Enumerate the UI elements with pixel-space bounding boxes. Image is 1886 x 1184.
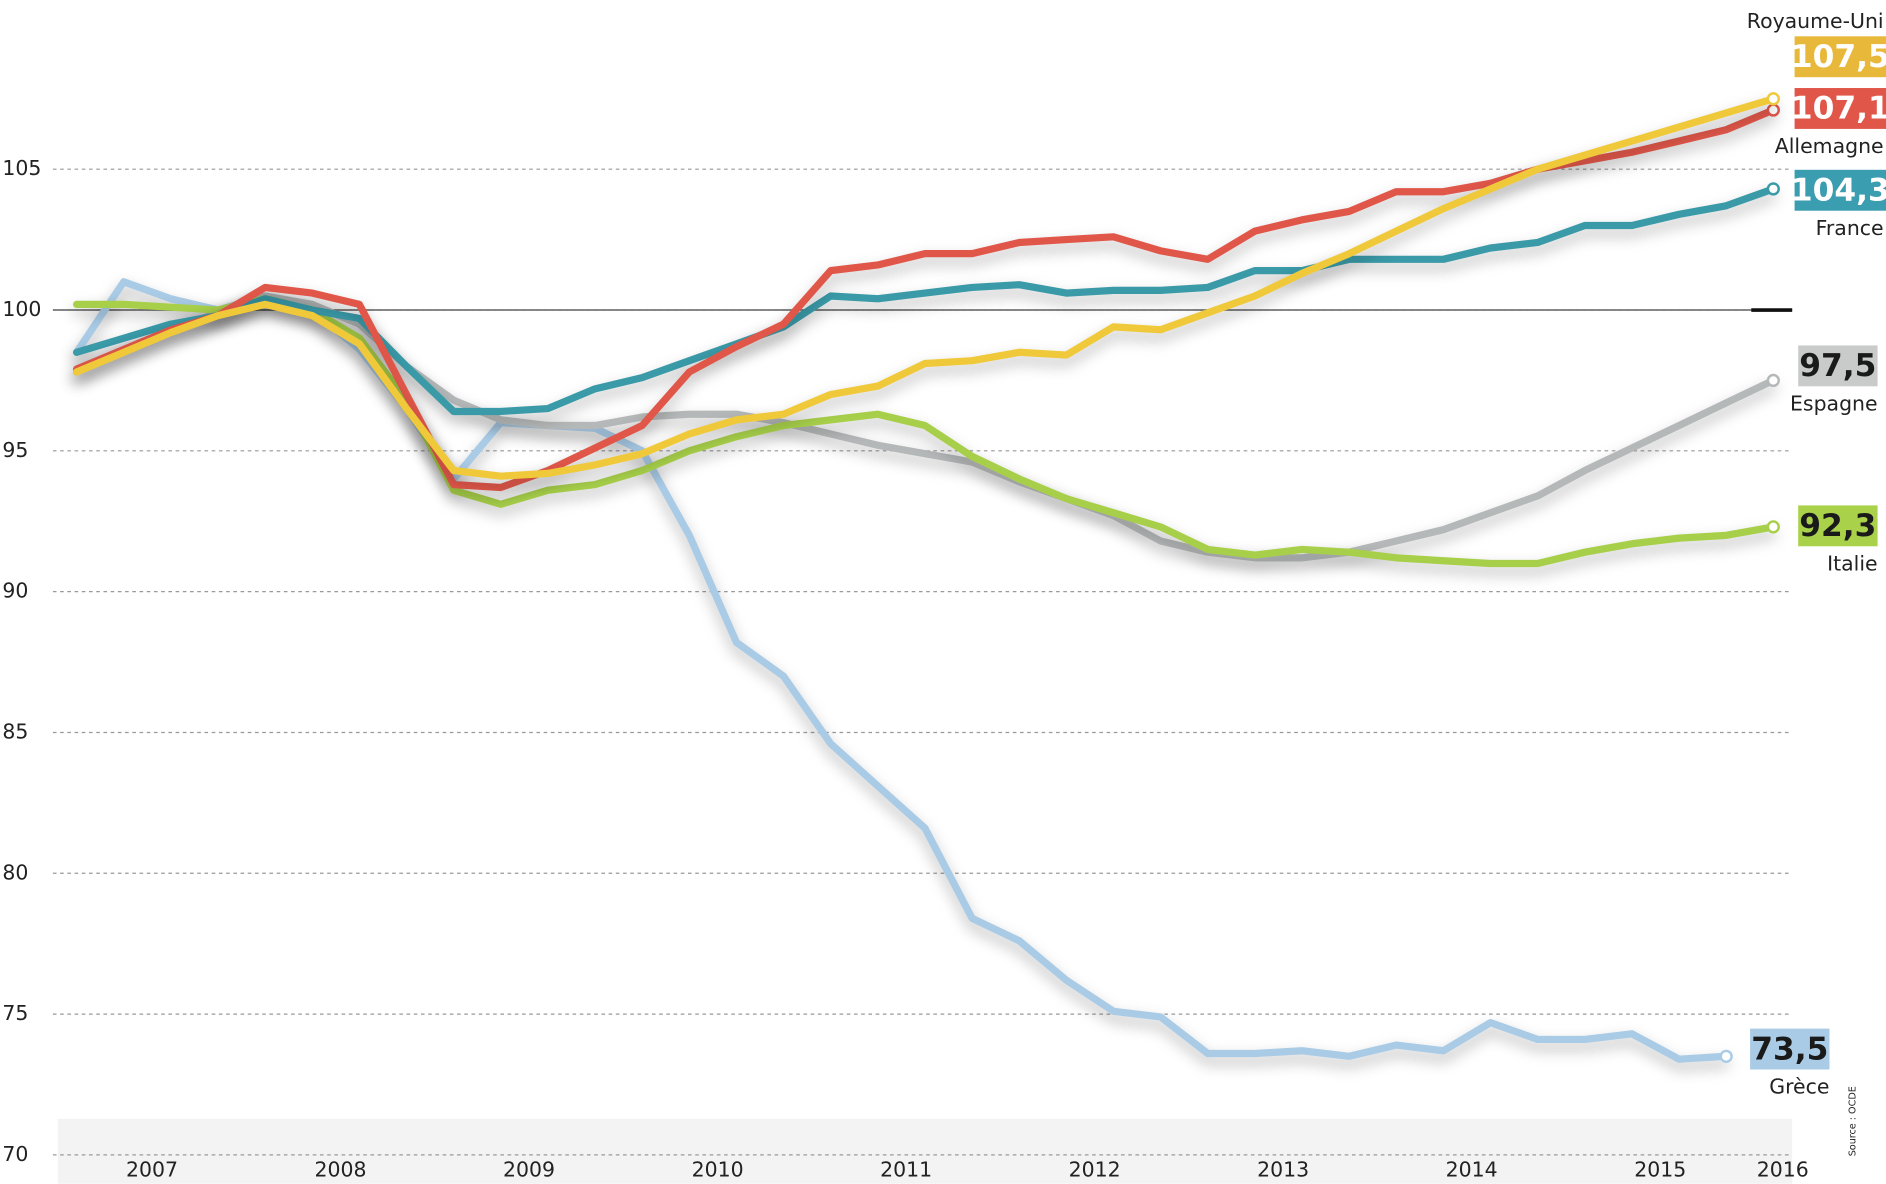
series-line (73, 106, 1777, 492)
value-label: 104,3 (1791, 172, 1886, 208)
end-marker (1766, 103, 1780, 117)
value-label-box (1794, 88, 1886, 129)
value-label: 73,5 (1751, 1031, 1828, 1067)
value-label-box (1798, 505, 1878, 547)
y-tick-label: 80 (2, 860, 28, 884)
y-tick-label: 100 (2, 297, 41, 321)
source: Source : OCDE (1847, 1086, 1858, 1156)
series-line (73, 95, 1777, 480)
grid: 70 75 80 85 90 95 100 105 2007 2008 2009 2010 2011 20… (2, 156, 1808, 1181)
series-line (73, 292, 1777, 562)
y-tick-label: 95 (2, 438, 28, 462)
value-label-box (1794, 36, 1886, 78)
x-tick-label: 2012 (1069, 1158, 1121, 1182)
value-label-box (1798, 345, 1878, 387)
y-tick-label: 75 (2, 1001, 28, 1025)
series-line (73, 278, 1730, 1063)
x-tick-label: 2015 (1634, 1158, 1686, 1182)
labels: 73,5 Grèce 97,5 Espagne 92,3 Italie 104,3 Franc… (1747, 9, 1886, 1099)
y-tick-label: 105 (2, 156, 41, 180)
x-tick-label: 2011 (880, 1158, 932, 1182)
lines (73, 92, 1780, 1063)
legend-label: Royaume-Uni (1747, 9, 1884, 33)
x-tick-label: 2010 (692, 1158, 744, 1182)
y-tick-label: 85 (2, 719, 28, 743)
end-marker (1719, 1049, 1733, 1063)
end-marker (1766, 373, 1780, 388)
end-marker (1766, 182, 1780, 196)
y-tick-label: 90 (2, 579, 28, 603)
x-tick-label: 2013 (1257, 1158, 1309, 1182)
legend-label: Grèce (1769, 1075, 1829, 1099)
legend-label: France (1816, 216, 1884, 240)
value-label: 97,5 (1799, 348, 1876, 384)
value-label: 107,5 (1791, 39, 1886, 75)
value-label-box (1750, 1028, 1830, 1070)
legend-label: Allemagne (1775, 134, 1884, 158)
legend-label: Italie (1827, 551, 1877, 575)
end-marker (1766, 520, 1780, 534)
x-tick-label: 2008 (315, 1158, 367, 1182)
x-tick-label: 2016 (1757, 1158, 1809, 1182)
series-line (73, 185, 1777, 416)
x-tick-label: 2007 (126, 1158, 178, 1182)
x-tick-label: 2009 (503, 1158, 555, 1182)
end-marker (1766, 92, 1780, 106)
value-label: 92,3 (1799, 508, 1876, 544)
series-line (73, 295, 1777, 568)
y-tick-label: 70 (2, 1142, 28, 1166)
value-label-box (1794, 169, 1886, 211)
value-label: 107,1 (1791, 91, 1886, 127)
x-tick-label: 2014 (1446, 1158, 1498, 1182)
axis-band (57, 1118, 1793, 1184)
legend-label: Espagne (1790, 391, 1878, 415)
